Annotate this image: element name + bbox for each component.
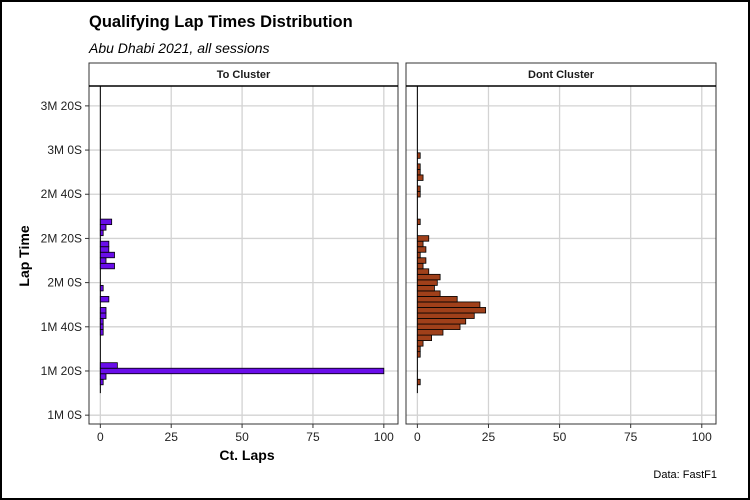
bar (416, 318, 467, 325)
y-tick-label: 2M 40S (41, 187, 82, 201)
bar (416, 290, 441, 297)
panels-layer: To Cluster 0 25 50 75 100 Dont Cluster 0 25 50 75 1… (41, 62, 717, 444)
bar (416, 279, 438, 286)
bar (99, 218, 113, 226)
bar (99, 296, 110, 303)
bar (416, 340, 424, 347)
bar (99, 367, 385, 375)
bar (99, 312, 107, 319)
bar (416, 251, 421, 259)
y-tick-label: 3M 20S (41, 99, 82, 113)
bar (416, 262, 424, 270)
bar (416, 185, 421, 192)
bar (99, 246, 110, 253)
bar (416, 257, 427, 264)
bar (416, 240, 424, 248)
y-axis: 1M 0S 1M 20S 1M 40S 2M 0S 2M 20S 2M 40S 3M 0S 3… (41, 99, 89, 422)
bar (99, 251, 115, 259)
bar (416, 284, 435, 292)
bar (416, 235, 430, 242)
bar (416, 168, 421, 176)
bar (99, 318, 104, 325)
bar (99, 224, 107, 231)
bar (416, 334, 432, 342)
bar (99, 329, 104, 336)
bar (99, 373, 107, 380)
bar (99, 362, 118, 369)
panel-background (89, 86, 398, 424)
bar (99, 284, 104, 292)
y-tick-label: 1M 40S (41, 320, 82, 334)
bar (416, 307, 487, 314)
y-tick-label: 2M 0S (47, 276, 82, 290)
bar (99, 262, 115, 270)
bar (99, 240, 110, 248)
bar (416, 312, 475, 319)
panel-1: Dont Cluster 0 25 50 75 100 (405, 62, 717, 444)
x-tick-label: 75 (624, 430, 638, 444)
chart-subtitle: Abu Dhabi 2021, all sessions (88, 40, 270, 56)
x-tick-label: 100 (692, 430, 712, 444)
bar (99, 229, 104, 237)
bar (416, 191, 421, 198)
bar (416, 323, 461, 330)
x-tick-label: 0 (97, 430, 104, 444)
bar (416, 301, 481, 308)
bar (99, 257, 107, 264)
x-tick-label: 100 (374, 430, 394, 444)
facet-strip-label: To Cluster (217, 69, 271, 81)
bar (416, 152, 421, 159)
bar (416, 268, 430, 275)
x-tick-label: 0 (414, 430, 421, 444)
y-axis-title: Lap Time (16, 225, 32, 286)
bar (416, 351, 421, 358)
x-tick-label: 75 (306, 430, 320, 444)
panel-background (406, 86, 716, 424)
bar (416, 345, 421, 353)
x-tick-label: 50 (553, 430, 567, 444)
panel-0: To Cluster 0 25 50 75 100 (88, 62, 399, 444)
chart-title: Qualifying Lap Times Distribution (89, 13, 353, 31)
chart-caption: Data: FastF1 (653, 469, 717, 481)
facet-strip-label: Dont Cluster (528, 69, 595, 81)
y-tick-label: 1M 20S (41, 364, 82, 378)
bar (99, 378, 104, 386)
bar (416, 174, 424, 181)
x-tick-label: 50 (235, 430, 249, 444)
bar (416, 273, 441, 281)
bar (416, 329, 444, 336)
x-tick-label: 25 (482, 430, 496, 444)
x-axis-title: Ct. Laps (219, 447, 274, 463)
bar (416, 246, 427, 253)
x-tick-label: 25 (165, 430, 179, 444)
bar (99, 323, 104, 330)
bar (416, 378, 421, 386)
y-tick-label: 2M 20S (41, 231, 82, 245)
bar (416, 218, 421, 226)
y-tick-label: 1M 0S (47, 408, 82, 422)
bar (416, 296, 458, 303)
bar (416, 163, 421, 170)
bar (99, 307, 107, 314)
y-tick-label: 3M 0S (47, 143, 82, 157)
